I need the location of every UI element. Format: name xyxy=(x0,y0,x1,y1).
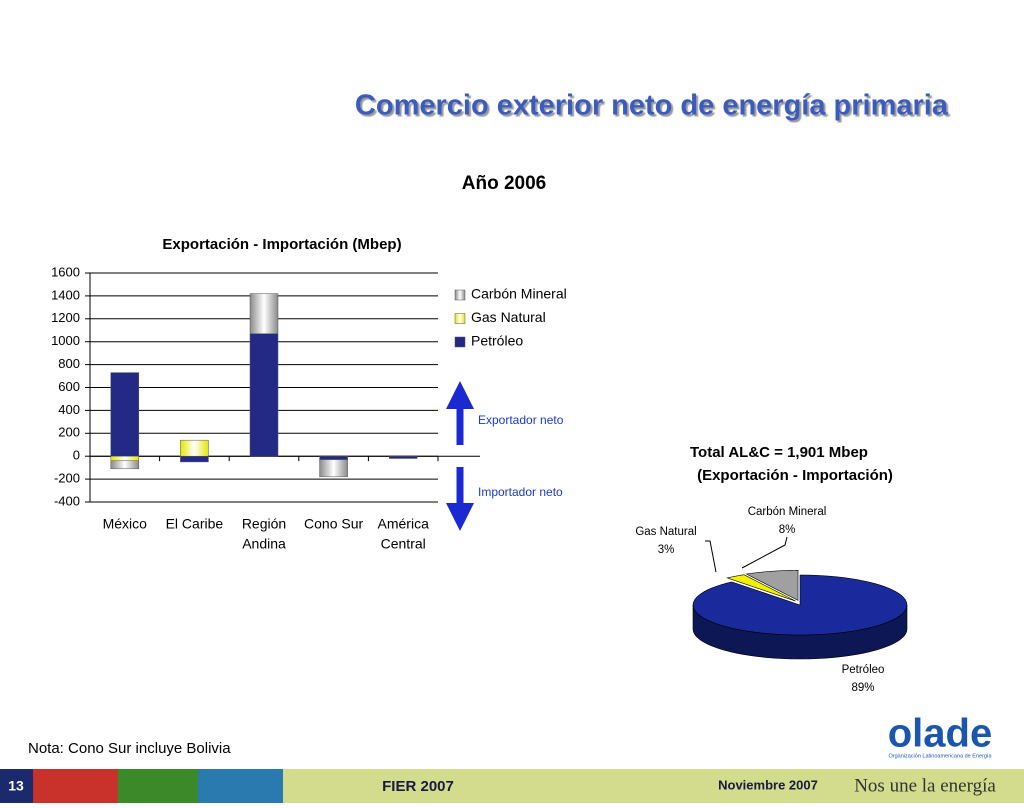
slide-title: Comercio exterior neto de energía primar… xyxy=(355,90,949,122)
pie-title: (Exportación - Importación) xyxy=(697,467,893,484)
pie-slice-group xyxy=(745,570,799,601)
bar xyxy=(319,459,348,478)
x-tick-label: Cono Sur xyxy=(304,516,363,532)
bar xyxy=(180,455,209,463)
note: Nota: Cono Sur incluye Bolivia xyxy=(28,740,231,757)
legend-label: Gas Natural xyxy=(471,309,546,325)
y-tick-label: 1400 xyxy=(51,287,80,302)
y-tick-label: -200 xyxy=(54,471,80,486)
bar xyxy=(319,455,348,460)
pie-slice-group xyxy=(692,574,908,660)
legend-label: Carbón Mineral xyxy=(471,286,567,302)
pie-value-label: 89% xyxy=(851,682,874,694)
legend-label: Petróleo xyxy=(471,333,523,349)
logo-subtitle: Organización Latinoamericana de Energía xyxy=(888,753,992,759)
pie-slice-group xyxy=(726,574,796,602)
y-tick-label: 200 xyxy=(58,425,80,440)
x-tick-label: Central xyxy=(381,536,426,552)
page-box xyxy=(0,769,33,803)
logo: olade xyxy=(888,712,992,756)
y-tick-label: 400 xyxy=(58,402,80,417)
x-tick-label: Andina xyxy=(242,536,286,552)
bar xyxy=(249,333,279,457)
legend-swatch xyxy=(454,336,466,348)
footer-image xyxy=(198,769,283,803)
x-tick-label: Región xyxy=(242,516,286,532)
y-tick-label: 0 xyxy=(73,448,80,463)
x-tick-label: América xyxy=(378,516,430,532)
legend-swatch xyxy=(454,289,466,301)
x-tick-label: México xyxy=(103,516,148,532)
pie-slice xyxy=(745,570,799,601)
legend-swatch xyxy=(454,313,466,324)
pie-slice xyxy=(692,574,908,636)
bar xyxy=(180,439,209,457)
bar xyxy=(110,455,140,462)
y-tick-label: -400 xyxy=(54,493,80,508)
leader-line xyxy=(705,540,717,573)
annotation: Exportador neto xyxy=(478,413,564,427)
bar xyxy=(110,372,140,457)
page-number: 13 xyxy=(8,778,24,794)
y-tick-label: 600 xyxy=(58,379,80,394)
y-tick-label: 1600 xyxy=(51,264,80,279)
y-tick-label: 1200 xyxy=(51,310,80,325)
footer-date: Noviembre 2007 xyxy=(718,777,818,792)
annotation: Importador neto xyxy=(478,485,563,499)
footer-event: FIER 2007 xyxy=(382,778,454,795)
y-tick-label: 800 xyxy=(58,356,80,371)
pie-title: Total AL&C = 1,901 Mbep xyxy=(690,444,868,461)
x-tick-label: El Caribe xyxy=(166,516,224,532)
pie-label: Petróleo xyxy=(842,664,885,676)
footer-image xyxy=(118,769,198,803)
pie-value-label: 8% xyxy=(779,524,796,536)
bar xyxy=(249,293,279,334)
y-tick-label: 1000 xyxy=(51,333,80,348)
leader-line xyxy=(741,536,788,569)
pie-label: Carbón Mineral xyxy=(748,506,827,518)
footer-image xyxy=(33,769,118,803)
bar xyxy=(388,455,418,459)
bar xyxy=(110,460,140,470)
footer-slogan: Nos une la energía xyxy=(854,775,996,796)
pie-value-label: 3% xyxy=(658,544,675,556)
pie-label: Gas Natural xyxy=(635,526,696,538)
bar-chart-title: Exportación - Importación (Mbep) xyxy=(162,236,401,253)
pie-slice xyxy=(726,574,796,602)
subtitle: Año 2006 xyxy=(462,173,546,194)
